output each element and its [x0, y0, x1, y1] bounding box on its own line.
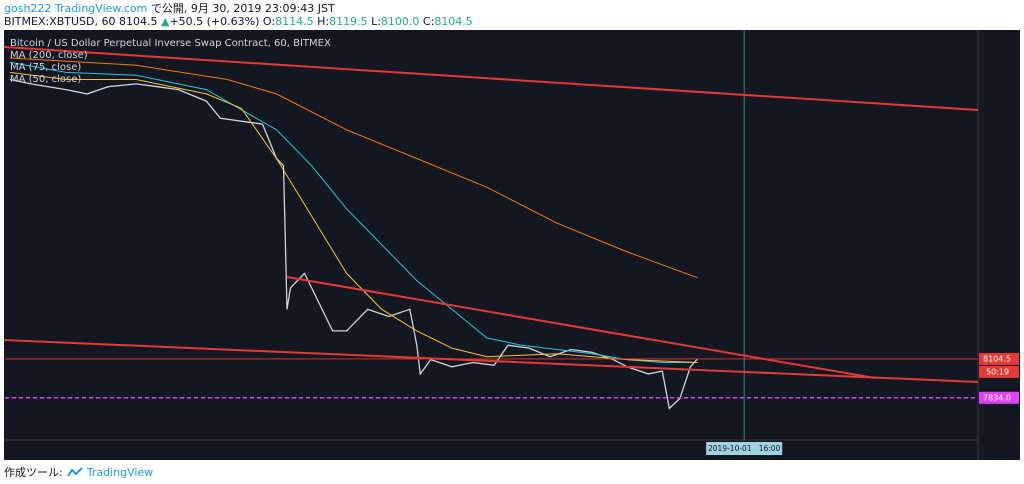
change: +50.5 (+0.63%) [169, 15, 260, 28]
chart: 8104.5 7834.0 50:19 2019-10-01 16:00 Bitcoi… [3, 30, 1020, 460]
trend-line [3, 46, 979, 111]
crosshair-label-box [706, 442, 783, 455]
low: 8100.0 [380, 15, 420, 28]
trend-line [286, 276, 876, 379]
price-label-box [979, 352, 1019, 365]
arrow: ▲ [161, 15, 170, 28]
symbol: BITMEX:XBTUSD, 60 [4, 15, 116, 28]
header-line-2: BITMEX:XBTUSD, 60 8104.5 ▲+50.5 (+0.63%)… [4, 15, 473, 28]
legend-entry: MA (50, close) [10, 74, 81, 85]
price-label: 7834.0 [983, 393, 1011, 402]
legend-entry: MA (200, close) [10, 50, 88, 61]
footer-label: 作成ツール: [4, 466, 63, 479]
high-label: H: [317, 15, 330, 28]
chart-background [4, 30, 1020, 460]
header: gosh222 TradingView.com で公開, 9月 30, 2019… [4, 2, 473, 28]
footer-brand[interactable]: TradingView [86, 465, 154, 479]
price-label: 8104.5 [983, 354, 1011, 363]
low-label: L: [371, 15, 381, 28]
published: で公開, 9月 30, 2019 23:09:43 JST [150, 2, 335, 15]
moving-average-line [9, 61, 698, 363]
legend-entry: MA (75, close) [10, 62, 81, 73]
moving-average-line [9, 57, 698, 279]
moving-average-line [9, 71, 698, 363]
trend-line [3, 339, 979, 383]
plot [5, 30, 978, 440]
legend-entry: Bitcoin / US Dollar Perpetual Inverse Sw… [10, 38, 331, 49]
open-label: O: [262, 15, 276, 28]
user[interactable]: gosh222 [4, 2, 52, 15]
close: 8104.5 [434, 15, 473, 28]
footer: 作成ツール: TradingView [4, 464, 153, 480]
open: 8114.5 [275, 15, 314, 28]
logo [66, 467, 83, 477]
axes: 8104.5 7834.0 50:19 2019-10-01 16:00 [706, 352, 1019, 455]
header-line-1: gosh222 TradingView.com で公開, 9月 30, 2019… [4, 2, 473, 15]
price-line [9, 78, 698, 410]
high: 8119.5 [329, 15, 368, 28]
trend-lines [3, 46, 979, 383]
price-label-box [979, 391, 1019, 404]
close-label: C: [422, 15, 435, 28]
last: 8104.5 [119, 15, 158, 28]
legend: Bitcoin / US Dollar Perpetual Inverse Sw… [10, 38, 331, 85]
countdown: 50:19 [986, 367, 1009, 376]
countdown-box [979, 365, 1019, 378]
site[interactable]: TradingView.com [54, 2, 148, 15]
crosshair-label: 2019-10-01 16:00 [708, 444, 781, 453]
